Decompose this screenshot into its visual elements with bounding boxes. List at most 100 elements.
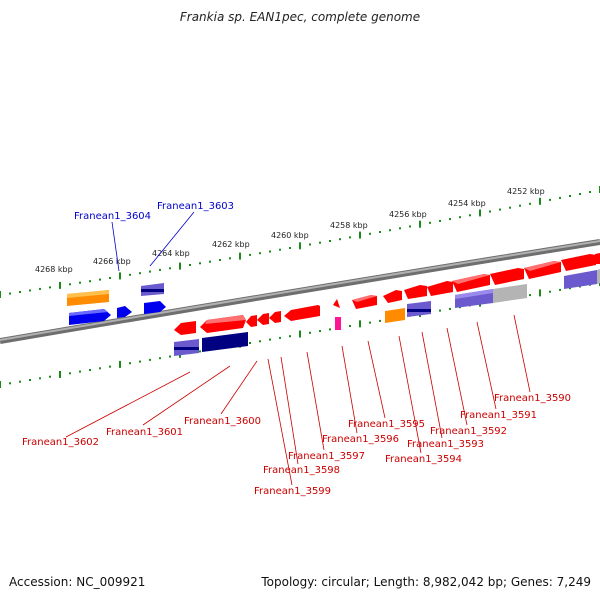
- scale-minor-tick: [159, 268, 161, 271]
- gene-label[interactable]: Franean1_3603: [157, 201, 234, 212]
- scale-major-tick: [179, 262, 181, 270]
- gene-feature[interactable]: [69, 309, 111, 325]
- gene-feature[interactable]: [427, 281, 453, 296]
- gene-feature[interactable]: [352, 295, 377, 309]
- gene-label[interactable]: Franean1_3592: [430, 426, 507, 437]
- gene-feature[interactable]: [174, 321, 196, 335]
- gene-label[interactable]: Franean1_3600: [184, 416, 261, 427]
- scale-minor-tick: [509, 206, 511, 209]
- scale-minor-tick: [159, 357, 161, 360]
- gene-feature[interactable]: [455, 289, 493, 308]
- gene-feature[interactable]: [144, 301, 166, 314]
- gene-label[interactable]: Franean1_3594: [385, 454, 462, 465]
- label-leader-line: [306, 351, 325, 451]
- gene-feature[interactable]: [490, 268, 524, 285]
- scale-major-tick: [239, 252, 241, 260]
- scale-minor-tick: [9, 292, 11, 295]
- gene-feature[interactable]: [404, 285, 427, 299]
- gene-feature[interactable]: [333, 299, 340, 308]
- scale-tick-label: 4256 kbp: [389, 210, 427, 219]
- gene-feature[interactable]: [202, 332, 248, 352]
- gene-label[interactable]: Franean1_3598: [263, 465, 340, 476]
- gene-label[interactable]: Franean1_3593: [407, 439, 484, 450]
- scale-tick-label: 4268 kbp: [35, 265, 73, 274]
- gene-feature[interactable]: [524, 261, 561, 279]
- gene-feature[interactable]: [269, 311, 281, 323]
- scale-minor-tick: [19, 291, 21, 293]
- scale-major-tick: [59, 281, 61, 289]
- scale-minor-tick: [249, 342, 251, 344]
- scale-minor-tick: [459, 216, 461, 219]
- scale-minor-tick: [289, 247, 291, 249]
- scale-minor-tick: [79, 370, 81, 373]
- scale-minor-tick: [69, 372, 71, 375]
- gene-label[interactable]: Franean1_3595: [348, 419, 425, 430]
- scale-minor-tick: [469, 214, 471, 217]
- scale-major-tick: [539, 197, 541, 205]
- gene-feature[interactable]: [200, 315, 246, 333]
- gene-label[interactable]: Franean1_3591: [460, 410, 537, 421]
- gene-feature[interactable]: [67, 290, 109, 306]
- scale-minor-tick: [39, 377, 41, 380]
- gene-feature[interactable]: [257, 313, 269, 325]
- scale-minor-tick: [169, 355, 171, 358]
- label-leader-line: [149, 211, 195, 267]
- gene-label[interactable]: Franean1_3596: [322, 434, 399, 445]
- label-leader-line: [65, 371, 191, 438]
- scale-minor-tick: [199, 350, 201, 353]
- scale-minor-tick: [259, 340, 261, 343]
- scale-minor-tick: [99, 367, 101, 370]
- gene-feature[interactable]: [335, 317, 341, 330]
- gene-label[interactable]: Franean1_3597: [288, 451, 365, 462]
- gene-feature[interactable]: [597, 269, 600, 284]
- label-leader-line: [398, 335, 422, 454]
- gene-label[interactable]: Franean1_3604: [74, 211, 151, 222]
- genome-backbone-highlight: [0, 240, 600, 341]
- gene-label[interactable]: Franean1_3601: [106, 427, 183, 438]
- label-leader-line: [476, 321, 497, 410]
- gene-feature[interactable]: [452, 274, 490, 292]
- label-leader-line: [341, 345, 358, 434]
- scale-minor-tick: [429, 221, 431, 224]
- scale-minor-tick: [49, 375, 51, 378]
- scale-minor-tick: [569, 195, 571, 197]
- scale-minor-tick: [289, 335, 291, 338]
- gene-feature[interactable]: [595, 253, 600, 264]
- scale-minor-tick: [89, 369, 91, 371]
- gene-feature[interactable]: [117, 306, 132, 318]
- scale-minor-tick: [349, 325, 351, 327]
- gene-feature[interactable]: [383, 290, 402, 303]
- scale-minor-tick: [259, 252, 261, 255]
- scale-minor-tick: [39, 287, 41, 290]
- label-leader-line: [142, 365, 231, 426]
- scale-major-tick: [419, 220, 421, 228]
- scale-major-tick: [539, 289, 541, 297]
- label-leader-line: [446, 327, 468, 426]
- scale-minor-tick: [99, 278, 101, 281]
- gene-label[interactable]: Franean1_3599: [254, 486, 331, 497]
- gene-label[interactable]: Franean1_3602: [22, 437, 99, 448]
- gene-feature[interactable]: [493, 284, 527, 303]
- gene-feature[interactable]: [141, 283, 164, 296]
- label-leader-line: [267, 358, 293, 486]
- gene-label[interactable]: Franean1_3590: [494, 393, 571, 404]
- scale-minor-tick: [379, 319, 381, 322]
- gene-feature[interactable]: [174, 339, 199, 356]
- gene-feature[interactable]: [561, 254, 596, 271]
- scale-major-tick: [359, 231, 361, 239]
- gene-feature[interactable]: [407, 301, 431, 317]
- gene-feature[interactable]: [284, 305, 320, 321]
- gene-feature[interactable]: [246, 315, 257, 327]
- label-leader-line: [220, 360, 258, 415]
- gene-feature[interactable]: [564, 270, 597, 289]
- scale-minor-tick: [229, 257, 231, 260]
- scale-minor-tick: [329, 328, 331, 331]
- scale-major-tick: [299, 330, 301, 338]
- gene-feature[interactable]: [385, 308, 405, 323]
- scale-minor-tick: [319, 330, 321, 333]
- scale-minor-tick: [309, 243, 311, 246]
- scale-minor-tick: [559, 288, 561, 291]
- scale-minor-tick: [409, 225, 411, 228]
